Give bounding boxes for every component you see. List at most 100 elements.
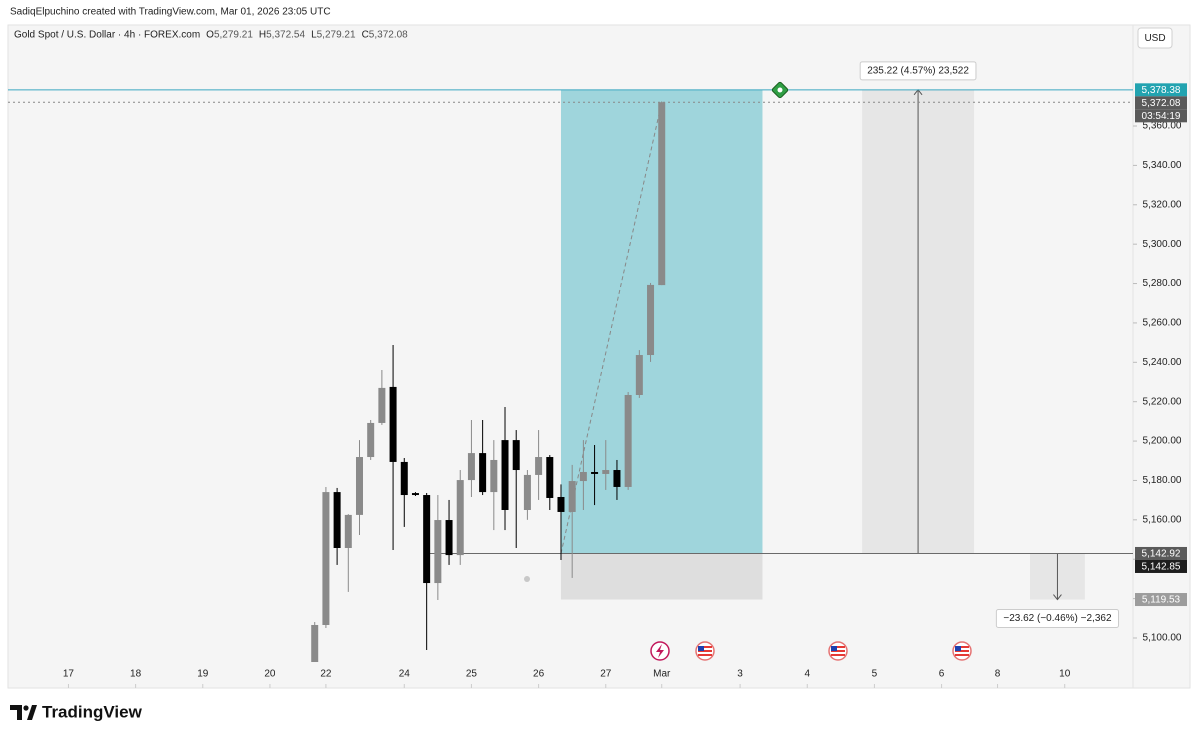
currency-button[interactable] <box>1137 27 1173 49</box>
trend-dash <box>560 102 663 554</box>
candle-body <box>389 386 397 462</box>
candle-body <box>591 471 599 474</box>
x-tick-label: 22 <box>320 669 332 680</box>
x-tick-label: 27 <box>600 669 612 680</box>
candle-body <box>579 471 587 482</box>
x-tick-label: 8 <box>995 669 1001 680</box>
x-tick-label: 10 <box>1059 669 1071 680</box>
x-tick-label: 19 <box>197 669 209 680</box>
candle-body <box>490 459 498 493</box>
candle-body <box>367 422 375 458</box>
price-tag <box>1135 546 1187 560</box>
front-layer: 5,100.005,120.005,140.005,160.005,180.00… <box>63 83 1187 680</box>
price-tag-label: 5,378.38 <box>1142 85 1181 96</box>
candle-body <box>311 624 319 663</box>
y-tick-label: 5,100.00 <box>1143 633 1182 644</box>
y-tick-label: 5,280.00 <box>1143 278 1182 289</box>
x-tick-label: 5 <box>872 669 878 680</box>
candle-body <box>512 440 520 471</box>
price-tag-label: 5,372.08 <box>1142 98 1181 109</box>
x-tick-label: 6 <box>939 669 945 680</box>
ohlc-key: H <box>259 30 266 41</box>
position-loss <box>560 553 763 600</box>
candle-body <box>613 470 621 487</box>
y-tick-label: 5,220.00 <box>1143 396 1182 407</box>
candle-body <box>411 493 419 496</box>
currency[interactable]: USD <box>1144 33 1165 44</box>
measure-label: −23.62 (−0.46%) −2,362 <box>1003 613 1112 624</box>
y-tick-label: 5,320.00 <box>1143 199 1182 210</box>
ohlc-value: 5,372.54 <box>266 30 305 41</box>
x-tick-label: 18 <box>130 669 142 680</box>
candle-body <box>344 514 352 548</box>
y-tick-label: 5,240.00 <box>1143 357 1182 368</box>
candle-body <box>322 492 330 625</box>
measure-label: 235.22 (4.57%) 23,522 <box>867 65 969 76</box>
candle-body <box>501 440 509 510</box>
candle-body <box>355 457 363 515</box>
ohlc-key: C <box>362 30 369 41</box>
x-tick-label: 20 <box>264 669 276 680</box>
x-tick-label: 3 <box>737 669 743 680</box>
brand-name[interactable]: TradingView <box>42 702 143 721</box>
countdown: 03:54:19 <box>1142 111 1181 122</box>
price-tag <box>1135 559 1187 573</box>
candle-body <box>423 495 431 584</box>
x-tick-label: Mar <box>653 669 671 680</box>
y-tick-label: 5,360.00 <box>1143 121 1182 132</box>
event-flag[interactable] <box>952 641 972 661</box>
candle-body <box>602 470 610 474</box>
candle-body <box>434 520 442 584</box>
x-tick-label: 17 <box>63 669 75 680</box>
candle-body <box>400 461 408 496</box>
mid-layer: 235.22 (4.57%) 23,522 −23.62 (−0.46%) −2,… <box>8 61 1133 629</box>
candle-body <box>635 355 643 395</box>
ohlc-key: L <box>311 30 317 41</box>
ohlc-value: 5,279.21 <box>214 30 253 41</box>
measure-label-box <box>859 61 977 81</box>
puzzle-icon[interactable] <box>771 81 789 99</box>
measure-arrowhead <box>1053 594 1062 601</box>
candle-body <box>546 457 554 498</box>
x-tick-label: 26 <box>533 669 545 680</box>
candle-body <box>467 453 475 481</box>
candle-body <box>378 387 386 423</box>
event-icon[interactable] <box>650 641 670 661</box>
y-tick-label: 5,180.00 <box>1143 475 1182 486</box>
price-tag-label: 5,119.53 <box>1142 595 1181 606</box>
marker-dot <box>524 576 530 582</box>
measure-label-box <box>995 609 1120 629</box>
candle-body <box>624 394 632 487</box>
candle-body <box>456 480 464 556</box>
x-tick-label: 25 <box>466 669 478 680</box>
event-flag[interactable] <box>695 641 715 661</box>
candle-body <box>445 520 453 556</box>
ohlc-value: 5,279.21 <box>317 30 356 41</box>
price-tag-label: 5,142.92 <box>1142 549 1181 560</box>
candle-body <box>658 102 666 286</box>
x-tick-label: 24 <box>399 669 411 680</box>
y-tick-label: 5,260.00 <box>1143 318 1182 329</box>
candle-body <box>647 284 655 356</box>
price-tag <box>1135 593 1187 607</box>
countdown-tag <box>1135 109 1187 123</box>
candle-body <box>333 492 341 548</box>
ohlc-value: 5,372.08 <box>369 30 408 41</box>
credit: SadiqElpuchino created with TradingView.… <box>10 7 331 18</box>
y-tick-label: 5,300.00 <box>1143 239 1182 250</box>
price-tag-label: 5,142.85 <box>1142 562 1181 573</box>
symbol-title: Gold Spot / U.S. Dollar · 4h · FOREX.com <box>14 30 200 41</box>
x-tick-label: 4 <box>804 669 810 680</box>
candle-body <box>523 474 531 510</box>
y-tick-label: 5,200.00 <box>1143 436 1182 447</box>
brand-logo[interactable] <box>10 705 37 720</box>
price-tag <box>1135 96 1187 110</box>
candle-body <box>535 457 543 475</box>
candle-body <box>568 481 576 512</box>
y-tick-label: 5,160.00 <box>1143 514 1182 525</box>
candle-body <box>479 453 487 493</box>
price-tag <box>1135 83 1187 97</box>
event-flag[interactable] <box>828 641 848 661</box>
ohlc-key: O <box>206 30 214 41</box>
